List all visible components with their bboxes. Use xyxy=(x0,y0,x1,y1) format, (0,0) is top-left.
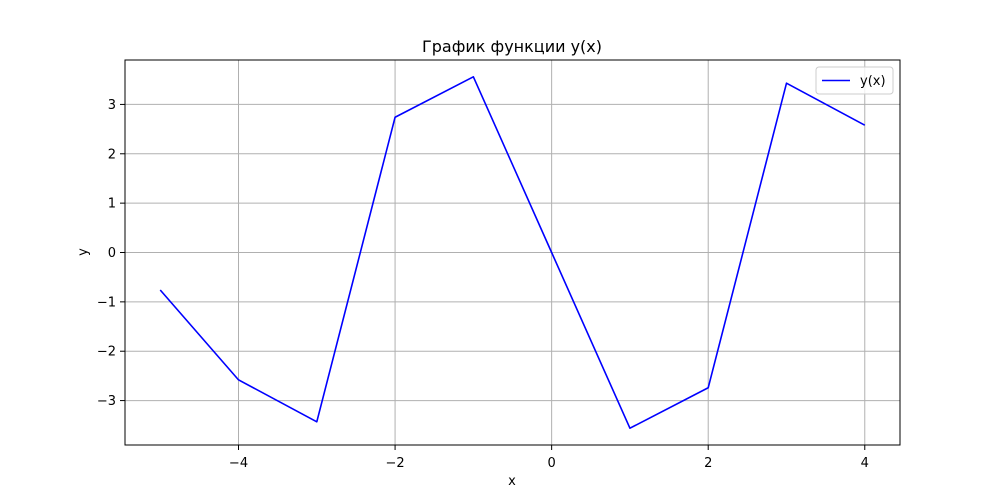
y-tick-label: −1 xyxy=(97,295,116,310)
y-gridlines xyxy=(125,103,900,402)
x-tick-label: 0 xyxy=(548,456,556,471)
x-tick-label: 4 xyxy=(861,456,869,471)
chart-title: График функции y(x) xyxy=(422,37,602,56)
y-tick-label: 0 xyxy=(108,246,116,261)
legend-box xyxy=(815,66,894,95)
y-axis-label: y xyxy=(76,248,91,256)
y-tick-label: 2 xyxy=(108,147,116,162)
x-tick-label: 2 xyxy=(704,456,712,471)
legend: y(x) xyxy=(815,66,894,95)
x-ticks: −4 −2 0 2 4 xyxy=(229,445,869,471)
y-ticks: −3 −2 −1 0 1 2 3 xyxy=(97,98,125,409)
x-tick-label: −4 xyxy=(229,456,248,471)
series-layer xyxy=(159,75,866,430)
y-tick-label: 3 xyxy=(108,98,116,113)
x-axis-label: x xyxy=(508,474,516,489)
legend-label: y(x) xyxy=(860,74,886,89)
y-tick-label: 1 xyxy=(108,197,116,212)
x-tick-label: −2 xyxy=(385,456,404,471)
y-tick-label: −3 xyxy=(97,394,116,409)
series-line xyxy=(159,75,866,430)
y-tick-label: −2 xyxy=(97,345,116,360)
